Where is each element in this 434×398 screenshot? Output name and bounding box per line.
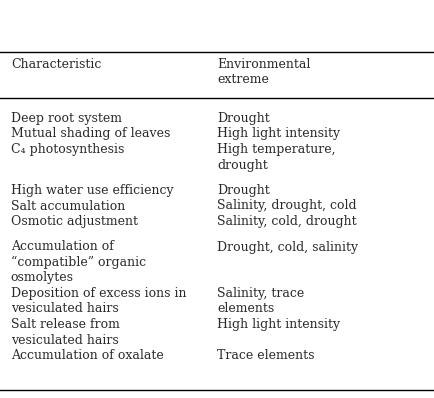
Text: Accumulation of: Accumulation of	[11, 240, 114, 254]
Text: elements: elements	[217, 302, 274, 316]
Text: vesiculated hairs: vesiculated hairs	[11, 334, 118, 347]
Text: Salt release from: Salt release from	[11, 318, 120, 331]
Text: Deep root system: Deep root system	[11, 112, 122, 125]
Text: High water use efficiency: High water use efficiency	[11, 184, 174, 197]
Text: C₄ photosynthesis: C₄ photosynthesis	[11, 143, 124, 156]
Text: Drought: Drought	[217, 184, 270, 197]
Text: Accumulation of oxalate: Accumulation of oxalate	[11, 349, 164, 362]
Text: Trace elements: Trace elements	[217, 349, 315, 362]
Text: extreme: extreme	[217, 73, 269, 86]
Text: Drought, cold, salinity: Drought, cold, salinity	[217, 240, 358, 254]
Text: Mutual shading of leaves: Mutual shading of leaves	[11, 127, 170, 140]
Text: Drought: Drought	[217, 112, 270, 125]
Text: High temperature,: High temperature,	[217, 143, 335, 156]
Text: Osmotic adjustment: Osmotic adjustment	[11, 215, 138, 228]
Text: Salinity, cold, drought: Salinity, cold, drought	[217, 215, 357, 228]
Text: Salt accumulation: Salt accumulation	[11, 199, 125, 213]
Text: “compatible” organic: “compatible” organic	[11, 256, 146, 269]
Text: vesiculated hairs: vesiculated hairs	[11, 302, 118, 316]
Text: osmolytes: osmolytes	[11, 271, 74, 285]
Text: Salinity, trace: Salinity, trace	[217, 287, 304, 300]
Text: High light intensity: High light intensity	[217, 318, 340, 331]
Text: Salinity, drought, cold: Salinity, drought, cold	[217, 199, 357, 213]
Text: Characteristic: Characteristic	[11, 58, 101, 71]
Text: drought: drought	[217, 158, 268, 172]
Text: High light intensity: High light intensity	[217, 127, 340, 140]
Text: Deposition of excess ions in: Deposition of excess ions in	[11, 287, 186, 300]
Text: Environmental: Environmental	[217, 58, 310, 71]
